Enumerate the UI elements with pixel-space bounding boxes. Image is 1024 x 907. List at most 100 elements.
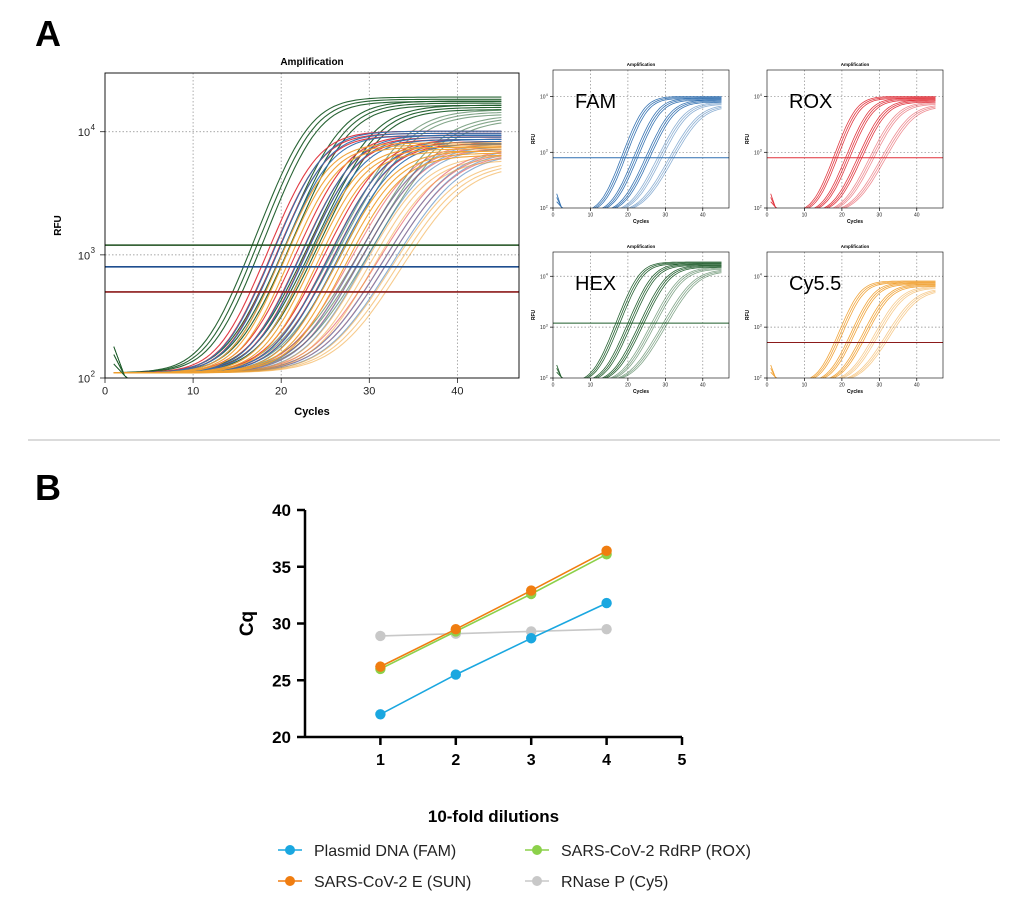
y-tick-exponent: 4	[91, 123, 96, 132]
curve-cy5-5	[819, 282, 936, 378]
y-tick-exponent: 3	[546, 323, 548, 327]
data-point-plasmid-dna-fam	[601, 597, 612, 609]
y-tick-exponent: 2	[546, 204, 548, 208]
curve-hex	[613, 269, 722, 378]
x-axis-label: Cycles	[633, 219, 649, 225]
data-point-sars-cov-2-e-sun	[450, 623, 461, 635]
curve-fam	[624, 104, 722, 208]
baseline-spike	[556, 201, 564, 208]
y-axis-label: Cq	[237, 611, 258, 636]
curve-cy5-5	[842, 288, 936, 378]
amplification-curves	[770, 96, 936, 208]
series-line-sars-cov-2-rdrp-rox	[380, 553, 607, 670]
channel-label: ROX	[789, 91, 832, 113]
x-tick-label: 2	[451, 752, 460, 769]
curve-cy5-5	[831, 284, 936, 378]
legend-label: RNase P (Cy5)	[561, 874, 668, 891]
x-tick-label: 30	[663, 382, 669, 388]
x-tick-label: 3	[527, 752, 536, 769]
chart-title: Amplification	[627, 244, 656, 249]
x-tick-label: 30	[663, 212, 669, 218]
plot-frame	[552, 251, 730, 379]
curve-hex	[605, 266, 722, 378]
curve-fam	[603, 98, 722, 208]
y-tick-label: 10	[78, 250, 90, 262]
data-point-rnase-p-cy5	[375, 630, 386, 642]
y-tick-exponent: 3	[546, 149, 548, 153]
x-tick-label: 0	[766, 212, 769, 218]
curve-rox	[817, 99, 936, 208]
x-tick-label: 0	[102, 386, 108, 398]
curve-cy5-5	[850, 292, 936, 378]
legend-label: SARS-CoV-2 RdRP (ROX)	[561, 843, 751, 860]
y-axis-label: RFU	[531, 309, 537, 320]
plot-frame	[766, 251, 944, 379]
y-tick-exponent: 2	[760, 374, 762, 378]
x-tick-label: 0	[766, 382, 769, 388]
legend-item: SARS-CoV-2 RdRP (ROX)	[525, 843, 751, 860]
x-axis-label: Cycles	[847, 219, 863, 225]
curve-hex	[618, 271, 722, 378]
x-tick-label: 40	[914, 382, 920, 388]
y-tick-label: 20	[272, 728, 291, 747]
y-tick-label: 10	[78, 127, 90, 139]
data-point-rnase-p-cy5	[601, 623, 612, 635]
y-tick-exponent: 3	[91, 246, 96, 255]
curve-hex	[596, 265, 722, 378]
curve-fam	[591, 96, 722, 208]
chart-title: Amplification	[627, 62, 656, 67]
channel-label: Cy5.5	[789, 273, 841, 295]
panel-label-a: A	[35, 13, 61, 54]
series-line-plasmid-dna-fam	[380, 602, 607, 716]
y-tick-label: 10	[78, 373, 90, 385]
y-tick-exponent: 4	[546, 93, 548, 97]
x-axis-label: 10-fold dilutions	[428, 807, 559, 826]
legend-label: Plasmid DNA (FAM)	[314, 843, 456, 860]
curve-fam	[621, 103, 722, 208]
plot-frame	[552, 69, 730, 209]
curve-cy5-5	[823, 284, 936, 378]
x-tick-label: 10	[802, 382, 808, 388]
x-tick-label: 20	[839, 382, 845, 388]
legend-swatch-marker	[285, 876, 295, 886]
baseline-spike	[113, 363, 128, 378]
data-point-sars-cov-2-e-sun	[601, 545, 612, 557]
y-tick-label: 40	[272, 501, 291, 520]
y-tick-exponent: 4	[546, 273, 548, 277]
legend-swatch-marker	[285, 845, 295, 855]
x-tick-label: 30	[877, 212, 883, 218]
curve-hex	[585, 262, 722, 378]
y-tick-label: 10	[754, 206, 760, 212]
y-tick-label: 10	[754, 95, 760, 101]
y-tick-exponent: 2	[91, 369, 95, 378]
curve-fam	[615, 101, 722, 208]
curve-hex	[592, 263, 722, 378]
channel-label: HEX	[575, 273, 616, 295]
curve-fam	[113, 130, 502, 374]
x-axis-label: Cycles	[633, 389, 649, 395]
curve-rox	[827, 101, 936, 208]
data-point-sars-cov-2-e-sun	[526, 585, 537, 596]
curve-rox	[831, 102, 936, 208]
y-tick-label: 10	[754, 325, 760, 331]
data-point-plasmid-dna-fam	[375, 709, 386, 720]
legend-swatch-marker	[532, 845, 542, 855]
baseline-spike	[556, 371, 564, 378]
x-tick-label: 5	[678, 752, 687, 769]
curve-fam	[627, 105, 722, 208]
y-tick-exponent: 4	[760, 273, 762, 277]
x-tick-label: 10	[588, 212, 594, 218]
y-tick-label: 10	[540, 150, 546, 156]
curve-fam	[619, 102, 722, 208]
curve-hex	[616, 270, 722, 378]
y-axis-label: RFU	[745, 133, 751, 144]
curve-rox	[834, 103, 936, 208]
legend-item: Plasmid DNA (FAM)	[278, 843, 456, 860]
series-line-rnase-p-cy5	[380, 628, 607, 637]
x-tick-label: 20	[275, 386, 287, 398]
x-tick-label: 10	[588, 382, 594, 388]
